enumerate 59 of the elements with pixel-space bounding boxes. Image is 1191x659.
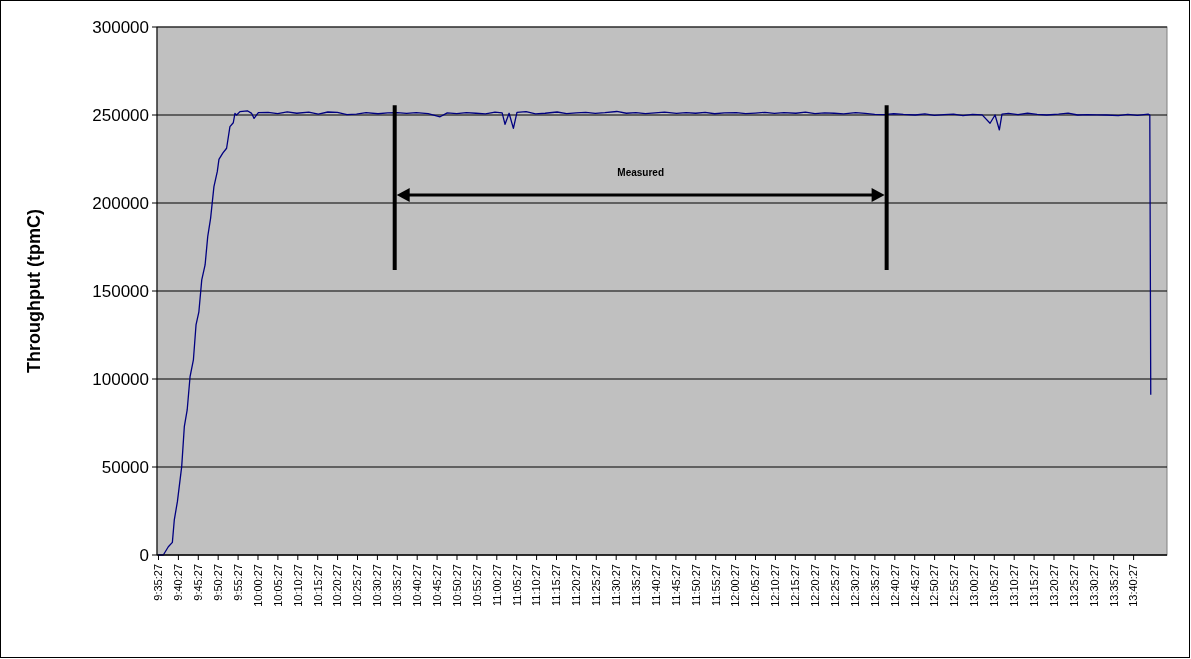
y-tick-label: 50000 bbox=[101, 457, 149, 477]
x-tick-label: 11:55:27 bbox=[709, 564, 722, 607]
x-tick-label: 11:50:27 bbox=[689, 564, 702, 607]
y-tick-label: 150000 bbox=[92, 281, 149, 301]
x-tick-label: 11:40:27 bbox=[649, 564, 662, 607]
x-tick-label: 11:30:27 bbox=[610, 564, 623, 607]
x-tick-label: 13:40:27 bbox=[1127, 564, 1140, 607]
x-tick-label: 10:40:27 bbox=[411, 564, 424, 607]
y-tick-label: 200000 bbox=[92, 193, 149, 213]
x-tick-label: 13:10:27 bbox=[1008, 564, 1021, 607]
x-tick-label: 10:30:27 bbox=[371, 564, 384, 607]
x-tick-label: 13:20:27 bbox=[1047, 564, 1060, 607]
x-tick-label: 13:35:27 bbox=[1107, 564, 1120, 607]
x-tick-label: 11:35:27 bbox=[629, 564, 642, 607]
x-tick-label: 11:10:27 bbox=[530, 564, 543, 607]
x-tick-label: 11:45:27 bbox=[669, 564, 682, 607]
y-tick-label: 300000 bbox=[92, 17, 149, 37]
x-tick-label: 13:30:27 bbox=[1087, 564, 1100, 607]
x-tick-label: 11:05:27 bbox=[510, 564, 523, 607]
y-tick-label: 0 bbox=[139, 545, 149, 565]
x-tick-label: 10:00:27 bbox=[251, 564, 264, 607]
x-tick-label: 12:45:27 bbox=[908, 564, 921, 607]
x-tick-label: 10:10:27 bbox=[291, 564, 304, 607]
y-tick-label: 100000 bbox=[92, 369, 149, 389]
x-tick-label: 13:05:27 bbox=[988, 564, 1001, 607]
x-tick-label: 12:35:27 bbox=[868, 564, 881, 607]
x-tick-label: 11:15:27 bbox=[550, 564, 563, 607]
x-tick-label: 13:15:27 bbox=[1027, 564, 1040, 607]
x-tick-label: 12:40:27 bbox=[888, 564, 901, 607]
x-tick-label: 11:00:27 bbox=[490, 564, 503, 607]
x-tick-label: 13:25:27 bbox=[1067, 564, 1080, 607]
x-tick-label: 11:20:27 bbox=[570, 564, 583, 607]
x-tick-label: 11:25:27 bbox=[590, 564, 603, 607]
x-tick-label: 12:50:27 bbox=[928, 564, 941, 607]
x-tick-label: 9:45:27 bbox=[192, 564, 205, 601]
annotation: Measured bbox=[617, 167, 665, 179]
x-tick-label: 12:30:27 bbox=[848, 564, 861, 607]
x-tick-label: 12:15:27 bbox=[789, 564, 802, 607]
x-tick-label: 12:10:27 bbox=[769, 564, 782, 607]
x-tick-label: 10:20:27 bbox=[331, 564, 344, 607]
x-tick-label: 12:00:27 bbox=[729, 564, 742, 607]
x-tick-label: 10:35:27 bbox=[391, 564, 404, 607]
x-tick-label: 13:00:27 bbox=[968, 564, 981, 607]
y-axis-title: Throughput (tpmC) bbox=[24, 209, 44, 373]
x-tick-label: 10:50:27 bbox=[450, 564, 463, 607]
x-tick-label: 9:55:27 bbox=[231, 564, 244, 601]
x-tick-label: 9:40:27 bbox=[172, 564, 185, 601]
x-tick-label: 12:20:27 bbox=[809, 564, 822, 607]
x-tick-label: 10:45:27 bbox=[430, 564, 443, 607]
x-tick-label: 12:25:27 bbox=[828, 564, 841, 607]
x-tick-label: 9:35:27 bbox=[152, 564, 165, 601]
x-tick-label: 10:55:27 bbox=[470, 564, 483, 607]
x-tick-label: 10:15:27 bbox=[311, 564, 324, 607]
x-tick-label: 10:25:27 bbox=[351, 564, 364, 607]
y-tick-label: 250000 bbox=[92, 105, 149, 125]
x-tick-label: 9:50:27 bbox=[212, 564, 225, 601]
x-tick-label: 12:55:27 bbox=[948, 564, 961, 607]
x-tick-label: 12:05:27 bbox=[749, 564, 762, 607]
x-tick-label: 10:05:27 bbox=[271, 564, 284, 607]
